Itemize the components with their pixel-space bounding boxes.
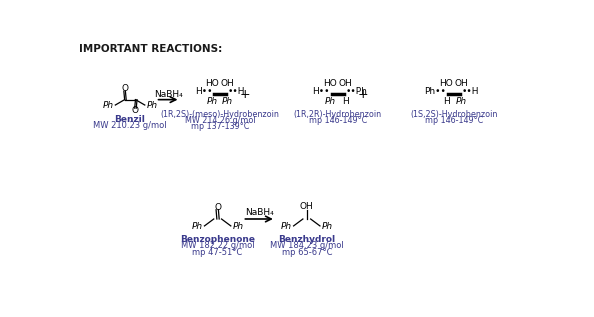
Text: Ph: Ph: [321, 222, 333, 231]
Text: MW 210.23 g/mol: MW 210.23 g/mol: [93, 121, 167, 130]
Text: MW 214.26 g/mol: MW 214.26 g/mol: [185, 116, 255, 125]
Text: OH: OH: [300, 202, 314, 211]
Text: ••H: ••H: [462, 87, 479, 96]
Text: Ph: Ph: [456, 97, 467, 107]
Text: O: O: [214, 203, 221, 212]
Text: OH: OH: [339, 79, 352, 88]
Text: IMPORTANT REACTIONS:: IMPORTANT REACTIONS:: [79, 44, 222, 54]
Text: Ph: Ph: [232, 222, 244, 231]
Text: Ph: Ph: [324, 97, 336, 107]
Text: mp 65-67°C: mp 65-67°C: [282, 248, 332, 256]
Text: ••H: ••H: [228, 87, 245, 96]
Text: +: +: [357, 88, 368, 101]
Text: (1R,2R)-Hydrobenzoin: (1R,2R)-Hydrobenzoin: [293, 110, 382, 119]
Text: Ph: Ph: [103, 101, 114, 110]
Text: O: O: [132, 106, 139, 115]
Text: HO: HO: [206, 79, 219, 88]
Text: H••: H••: [195, 87, 212, 96]
Text: MW 184.23 g/mol: MW 184.23 g/mol: [270, 242, 343, 250]
Text: mp 137-139°C: mp 137-139°C: [191, 122, 249, 131]
Text: NaBH₄: NaBH₄: [154, 90, 182, 99]
Text: ••Ph: ••Ph: [346, 87, 367, 96]
Text: mp 146-149°C: mp 146-149°C: [425, 116, 483, 125]
Text: NaBH₄: NaBH₄: [245, 208, 273, 217]
Text: O: O: [121, 84, 128, 94]
Text: MW 182.22 g/mol: MW 182.22 g/mol: [181, 242, 254, 250]
Text: Benzil: Benzil: [115, 115, 146, 124]
Text: (1S,2S)-Hydrobenzoin: (1S,2S)-Hydrobenzoin: [410, 110, 498, 119]
Text: (1R,2S)-(meso)-Hydrobenzoin: (1R,2S)-(meso)-Hydrobenzoin: [160, 110, 279, 119]
Text: H••: H••: [312, 87, 330, 96]
Text: Ph: Ph: [192, 222, 203, 231]
Text: H: H: [443, 97, 450, 107]
Text: HO: HO: [440, 79, 453, 88]
Text: +: +: [239, 88, 250, 101]
Text: Ph: Ph: [207, 97, 218, 107]
Text: mp 146-149°C: mp 146-149°C: [309, 116, 367, 125]
Text: Ph: Ph: [222, 97, 233, 107]
Text: Benzhydrol: Benzhydrol: [278, 235, 335, 244]
Text: Ph: Ph: [281, 222, 292, 231]
Text: OH: OH: [455, 79, 469, 88]
Text: OH: OH: [221, 79, 235, 88]
Text: mp 47-51°C: mp 47-51°C: [192, 248, 243, 256]
Text: Benzophenone: Benzophenone: [180, 235, 255, 244]
Text: HO: HO: [323, 79, 337, 88]
Text: Ph••: Ph••: [424, 87, 446, 96]
Text: Ph: Ph: [146, 101, 157, 110]
Text: H: H: [342, 97, 349, 107]
